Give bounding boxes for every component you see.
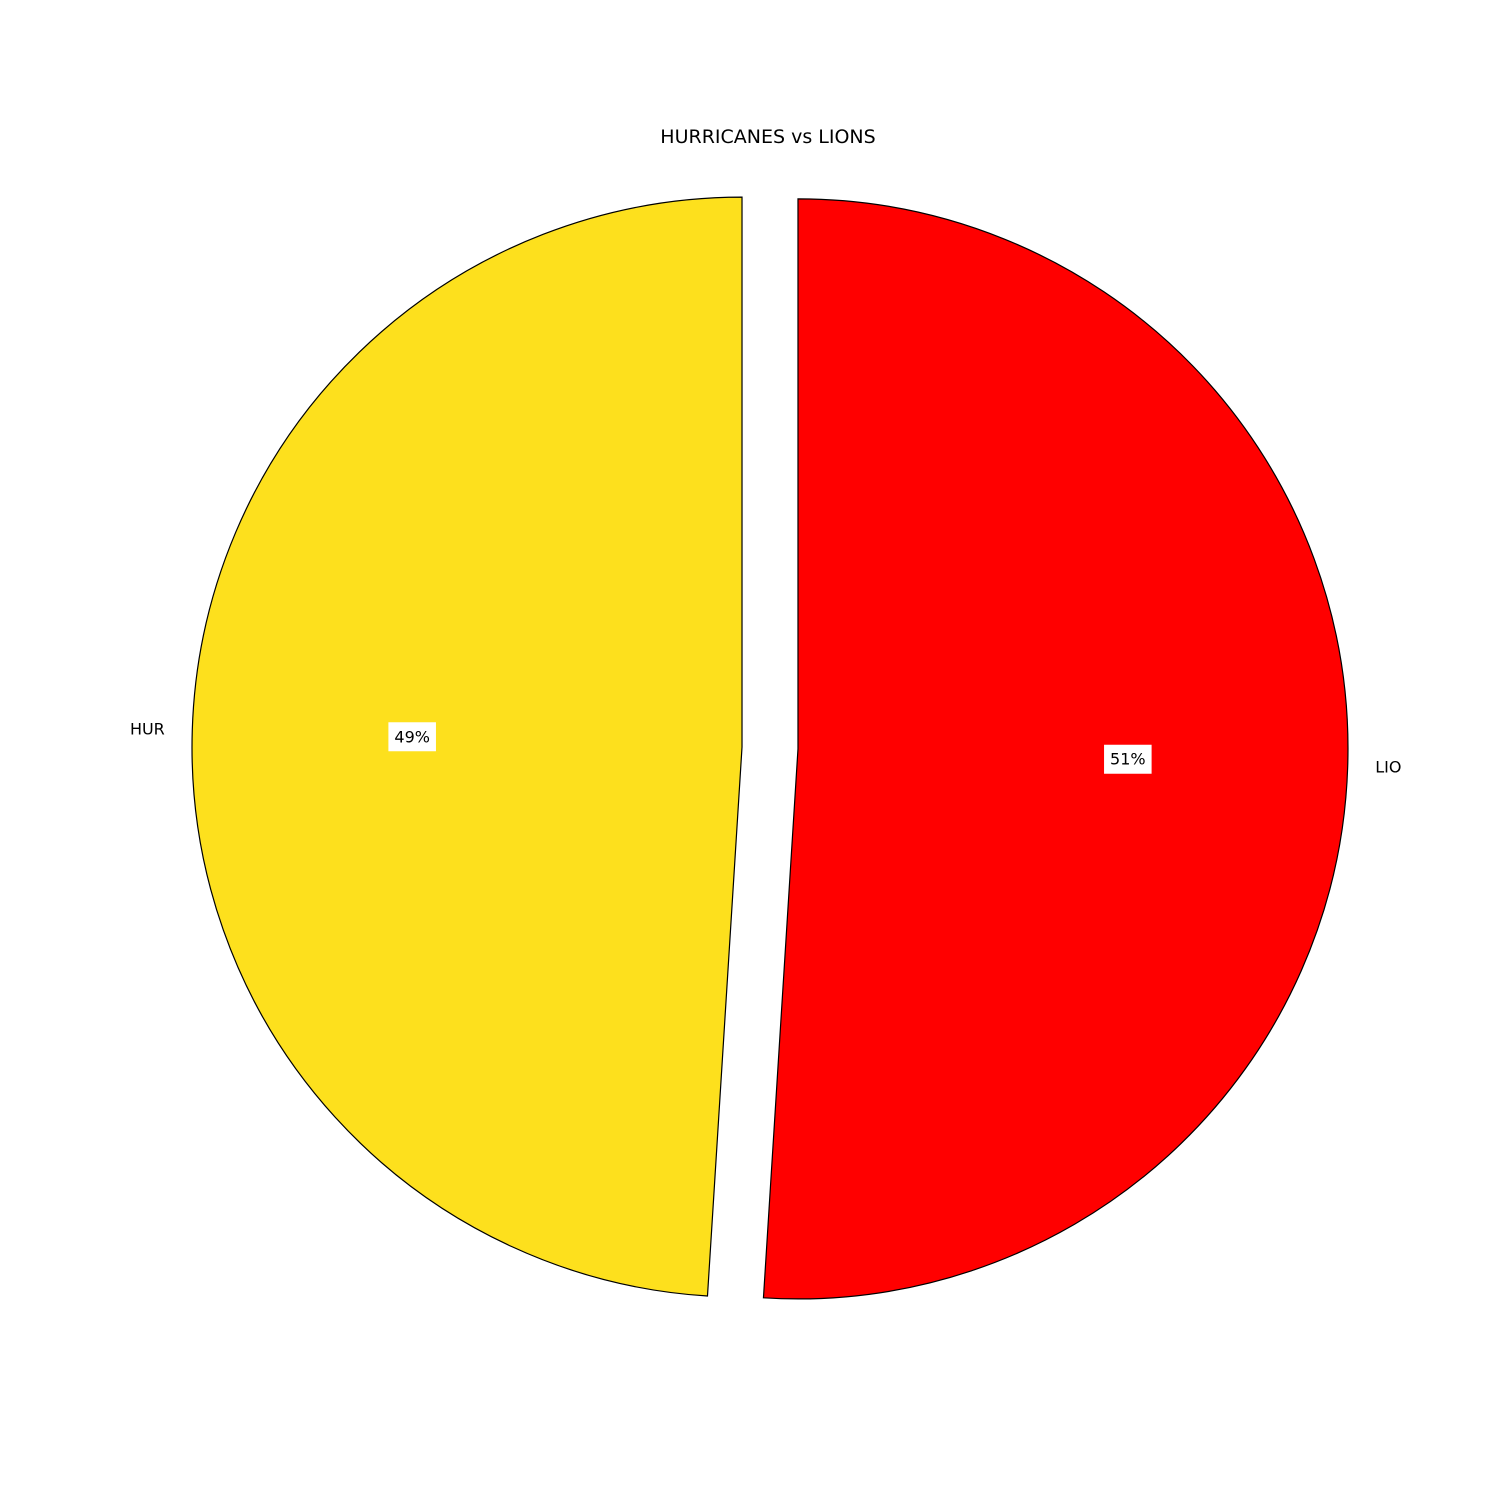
slice-label-lio: LIO xyxy=(1375,758,1401,777)
slice-label-hur-box xyxy=(123,714,171,744)
pct-label-hur-group: 49% xyxy=(388,722,436,752)
labels-layer: HUR 49% LIO 51% xyxy=(123,714,1408,782)
slice-label-lio-box xyxy=(1369,752,1408,782)
pie-slice-hur xyxy=(191,196,743,1297)
slice-label-hur: HUR xyxy=(130,719,165,738)
pie-slice-lio xyxy=(762,198,1349,1300)
pct-label-hur: 49% xyxy=(394,727,430,746)
pct-label-lio-group: 51% xyxy=(1104,744,1152,774)
slices-layer xyxy=(191,196,1349,1300)
pct-label-lio-box xyxy=(1104,744,1152,774)
chart-title: HURRICANES vs LIONS xyxy=(660,126,875,148)
pct-label-hur-box xyxy=(388,722,436,752)
slice-label-lio-group: LIO xyxy=(1369,752,1408,782)
slice-label-hur-group: HUR xyxy=(123,714,171,744)
pct-label-lio: 51% xyxy=(1110,750,1146,769)
